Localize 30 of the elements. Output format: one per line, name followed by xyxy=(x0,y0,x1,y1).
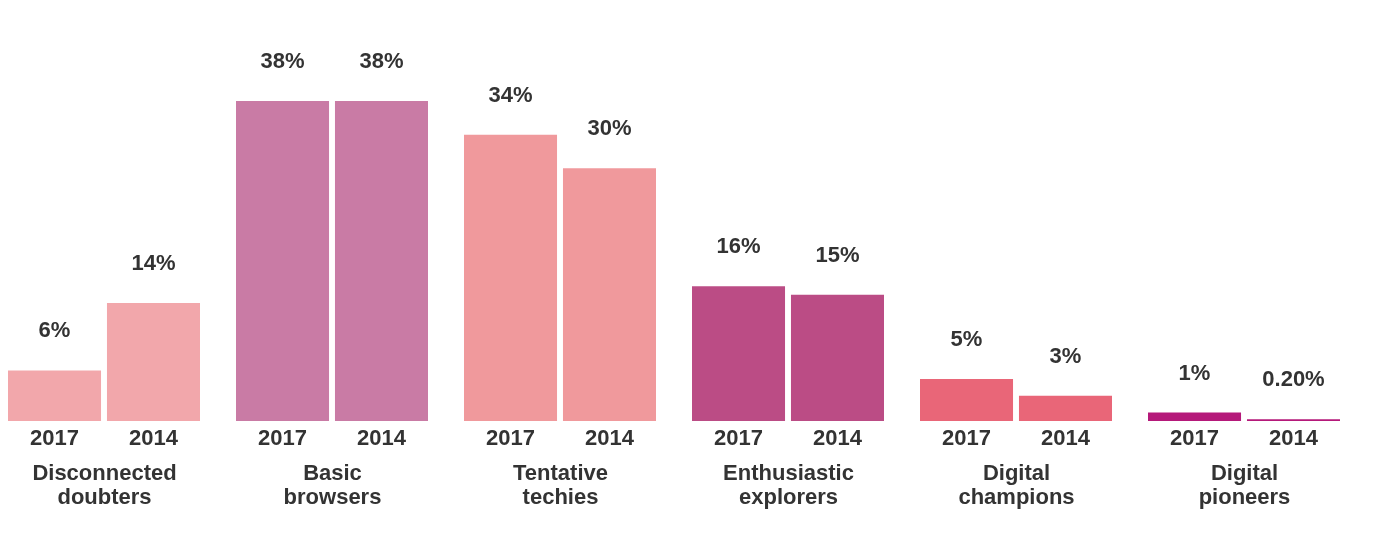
x-axis-title: Tentative techies xyxy=(513,459,608,509)
x-tick-label: 2014 xyxy=(357,424,407,450)
x-tick-label: 2017 xyxy=(258,424,307,450)
data-label: 3% xyxy=(1049,342,1082,368)
x-tick-label: 2014 xyxy=(129,424,179,450)
x-axis-title: Digital pioneers xyxy=(1198,459,1291,509)
x-axis-title: Digital champions xyxy=(958,459,1075,509)
x-tick-label: 2017 xyxy=(714,424,763,450)
data-label: 38% xyxy=(260,48,305,73)
data-label: 15% xyxy=(815,241,860,267)
data-label: 14% xyxy=(131,250,176,276)
x-tick-label: 2017 xyxy=(30,424,79,450)
x-axis-title: Disconnected doubters xyxy=(32,459,177,509)
data-label: 16% xyxy=(716,233,761,259)
x-tick-label: 2017 xyxy=(1170,424,1219,450)
data-label: 1% xyxy=(1178,359,1211,385)
data-label: 5% xyxy=(950,325,983,351)
x-tick-label: 2017 xyxy=(942,424,991,450)
data-label: 38% xyxy=(359,48,404,73)
x-tick-label: 2017 xyxy=(486,424,535,450)
x-tick-label: 2014 xyxy=(585,424,635,450)
data-label: 34% xyxy=(488,81,533,107)
data-label: 6% xyxy=(38,317,71,343)
x-tick-label: 2014 xyxy=(813,424,863,450)
x-axis-title: Enthusiastic explorers xyxy=(723,459,854,509)
x-axis-title: Basic browsers xyxy=(283,459,382,509)
x-tick-label: 2014 xyxy=(1269,424,1319,450)
data-label: 30% xyxy=(587,115,632,141)
data-label: 0.20% xyxy=(1262,366,1325,392)
x-tick-label: 2014 xyxy=(1041,424,1091,450)
